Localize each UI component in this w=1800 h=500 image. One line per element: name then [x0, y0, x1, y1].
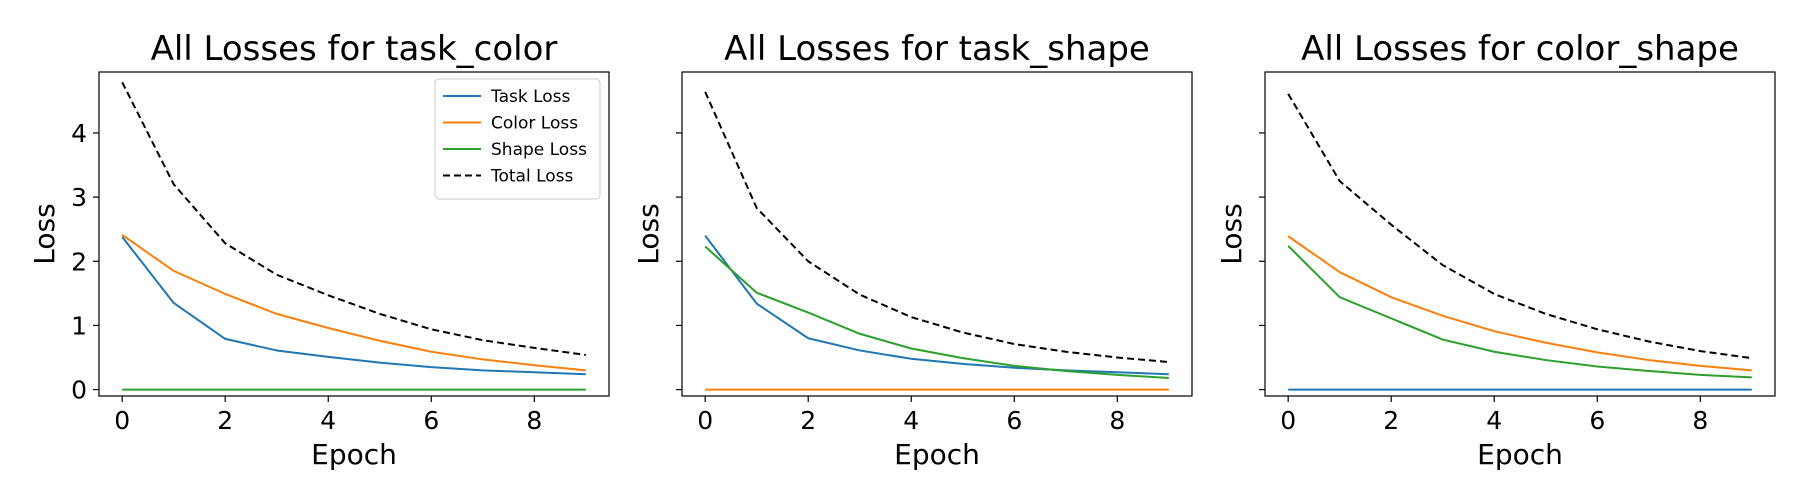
- x-axis-label: Epoch: [311, 438, 397, 471]
- x-tick-label: 0: [114, 406, 130, 435]
- series-line-total-loss: [1287, 93, 1752, 360]
- x-tick-label: 2: [217, 406, 233, 435]
- plot-frame: [1264, 71, 1776, 397]
- chart-panel-2: All Losses for task_shape 0 2 4 6 8 Epoch Loss: [632, 29, 1193, 471]
- x-tick-label: 2: [1383, 406, 1399, 435]
- x-tick-label: 6: [1589, 406, 1605, 435]
- legend-label: Color Loss: [491, 114, 578, 134]
- x-tick-label: 4: [320, 406, 336, 435]
- x-tick-label: 0: [1280, 406, 1296, 435]
- legend-box: [434, 78, 601, 200]
- series-line-shape-loss: [1287, 245, 1752, 379]
- series-line-color-loss: [121, 234, 586, 372]
- x-tick-label: 4: [903, 406, 919, 435]
- x-tick-label: 8: [1692, 406, 1708, 435]
- x-tick-label: 0: [697, 406, 713, 435]
- x-tick-label: 2: [800, 406, 816, 435]
- legend-label: Task Loss: [490, 87, 571, 107]
- plot-frame: [98, 71, 610, 397]
- chart-title: All Losses for task_shape: [724, 29, 1150, 69]
- y-axis-label: Loss: [1215, 203, 1248, 264]
- y-tick-label: 1: [71, 311, 87, 340]
- legend-label: Shape Loss: [491, 140, 587, 160]
- x-tick-label: 4: [1486, 406, 1502, 435]
- series-line-task-loss: [121, 236, 586, 376]
- x-tick-label: 8: [526, 406, 542, 435]
- series-line-total-loss: [121, 81, 586, 356]
- chart-panel-1: All Losses for task_color 0 2 4 6 8 0 1 2 3 4 Epoch…: [28, 29, 610, 471]
- y-tick-label: 4: [71, 119, 87, 148]
- series-line-task-loss: [704, 234, 1169, 376]
- x-axis-label: Epoch: [894, 438, 980, 471]
- y-axis-label: Loss: [632, 203, 665, 264]
- legend-label: Total Loss: [490, 167, 574, 187]
- chart-title: All Losses for color_shape: [1301, 29, 1739, 69]
- y-tick-label: 3: [71, 183, 87, 212]
- series-line-shape-loss: [704, 245, 1169, 380]
- x-tick-label: 8: [1109, 406, 1125, 435]
- series-line-color-loss: [1287, 235, 1752, 372]
- x-tick-label: 6: [1006, 406, 1022, 435]
- series-line-total-loss: [704, 91, 1169, 363]
- x-tick-label: 6: [423, 406, 439, 435]
- plot-frame: [681, 71, 1193, 397]
- chart-panel-3: All Losses for color_shape 0 2 4 6 8 Epoch Loss: [1215, 29, 1776, 471]
- legend: Task Loss Color Loss Shape Loss Total Loss: [434, 78, 601, 200]
- x-axis-label: Epoch: [1477, 438, 1563, 471]
- chart-title: All Losses for task_color: [151, 29, 558, 69]
- y-tick-label: 0: [71, 376, 87, 405]
- y-axis-label: Loss: [28, 203, 61, 264]
- y-tick-label: 2: [71, 247, 87, 276]
